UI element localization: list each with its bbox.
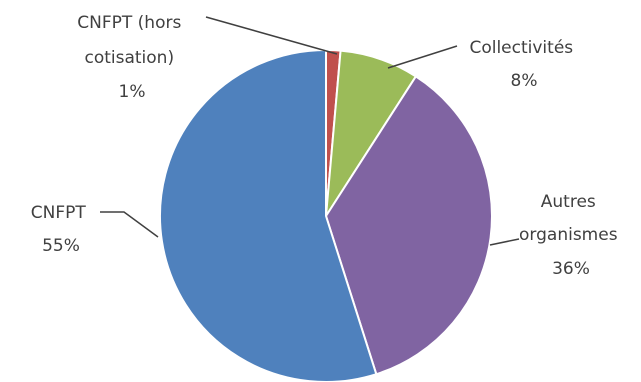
slice-label-cnfpt: CNFPT 55%	[31, 203, 91, 256]
pie-slices	[159, 48, 493, 382]
leader-line-cnfpt	[100, 211, 159, 238]
slice-label-autres-organismes: Autres organismes 36%	[519, 192, 623, 279]
slice-label-collectivites: Collectivités 8%	[469, 38, 578, 91]
leader-line-autres-organismes	[489, 238, 520, 246]
pie-slice-autres-organismes	[325, 75, 493, 376]
leader-line-collectivites	[387, 45, 458, 69]
pie-slice-cnfpt	[159, 49, 378, 382]
leader-line-cnfpt-hors-cotisation	[205, 16, 338, 55]
leader-lines	[100, 16, 520, 246]
slice-label-cnfpt-hors-cotisation: CNFPT (hors cotisation) 1%	[77, 13, 186, 102]
